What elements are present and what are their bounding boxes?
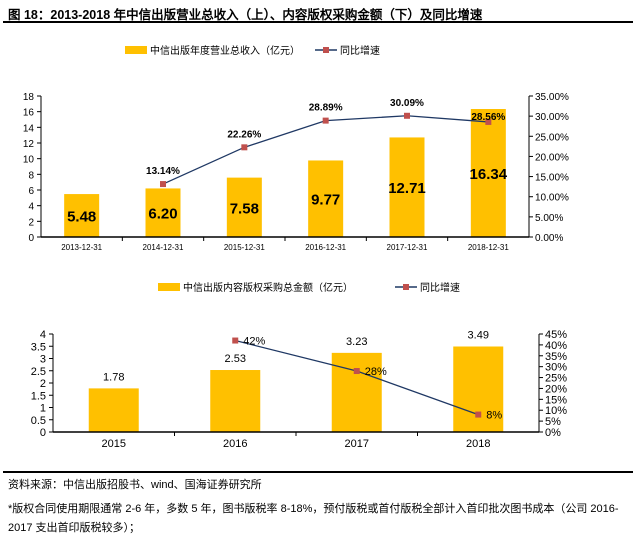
bar (453, 346, 504, 432)
category-label: 2016 (223, 438, 247, 450)
left-tick-label: 10 (23, 155, 35, 166)
category-label: 2016-12-31 (305, 243, 346, 252)
growth-marker (322, 117, 329, 124)
bar-value-label: 16.34 (470, 166, 508, 183)
left-tick-label: 4 (28, 202, 34, 213)
right-tick-label: 15% (545, 394, 567, 406)
bar (145, 188, 181, 237)
growth-value-label: 8% (486, 410, 502, 422)
left-tick-label: 2.5 (31, 366, 46, 378)
right-tick-label: 35% (545, 351, 567, 363)
bar-value-label: 3.23 (346, 336, 367, 348)
bar (226, 177, 262, 237)
category-label: 2018-12-31 (468, 243, 509, 252)
growth-marker (404, 112, 410, 119)
category-label: 2015 (102, 438, 126, 450)
bar-value-label: 7.58 (230, 200, 259, 217)
left-tick-label: 4 (40, 329, 46, 341)
category-label: 2017-12-31 (387, 243, 428, 252)
right-tick-label: 45% (545, 329, 567, 341)
category-label: 2014-12-31 (143, 243, 184, 252)
growth-value-label: 30.09% (390, 98, 424, 109)
legend-bar-label: 中信出版年度营业总收入（亿元） (150, 44, 300, 57)
left-tick-label: 6 (28, 186, 34, 197)
footer-divider (3, 471, 633, 473)
bar (64, 194, 100, 237)
bar (210, 370, 261, 432)
left-tick-label: 0 (28, 233, 34, 244)
bar-value-label: 9.77 (311, 192, 340, 209)
growth-value-label: 13.14% (146, 166, 180, 177)
right-tick-label: 5.00% (535, 213, 563, 224)
legend-bar-swatch (125, 46, 147, 54)
left-tick-label: 2 (40, 378, 46, 390)
source-text: 资料来源：中信出版招股书、wind、国海证券研究所 (8, 479, 262, 491)
category-label: 2018 (466, 438, 490, 450)
left-tick-label: 0 (40, 427, 46, 439)
right-tick-label: 25% (545, 373, 567, 385)
bar-value-label: 6.20 (148, 206, 177, 223)
left-tick-label: 8 (28, 170, 34, 181)
growth-marker (353, 368, 360, 375)
growth-value-label: 28.56% (471, 112, 505, 123)
bar (389, 137, 425, 237)
category-label: 2013-12-31 (61, 243, 102, 252)
legend-bar-swatch (158, 283, 180, 291)
bar (88, 388, 139, 432)
right-tick-label: 15.00% (535, 173, 569, 184)
charts: 中信出版年度营业总收入（亿元） 同比增速0246810121416180.00%5… (23, 44, 569, 450)
legend-line-marker (403, 284, 409, 290)
legend-line-label: 同比增速 (420, 281, 460, 294)
bar-value-label: 2.53 (225, 353, 246, 365)
right-tick-label: 5% (545, 416, 561, 428)
right-tick-label: 40% (545, 340, 567, 352)
left-tick-label: 14 (23, 123, 35, 134)
category-label: 2015-12-31 (224, 243, 265, 252)
right-tick-label: 30% (545, 362, 567, 374)
growth-marker (160, 181, 166, 188)
left-tick-label: 16 (23, 108, 35, 119)
bar (470, 109, 506, 237)
growth-value-label: 42% (243, 336, 265, 348)
right-tick-label: 35.00% (535, 92, 569, 103)
left-tick-label: 0.5 (31, 415, 46, 427)
right-tick-label: 0% (545, 427, 561, 439)
legend-bar-label: 中信出版内容版权采购总金额（亿元） (183, 281, 353, 294)
growth-marker (475, 411, 482, 418)
left-tick-label: 3 (40, 354, 46, 366)
right-tick-label: 20.00% (535, 152, 569, 163)
growth-marker (485, 118, 492, 125)
left-tick-label: 18 (23, 92, 35, 103)
right-tick-label: 10.00% (535, 193, 569, 204)
left-tick-label: 3.5 (31, 341, 46, 353)
bar (308, 160, 344, 237)
right-tick-label: 10% (545, 405, 567, 417)
bar-value-label: 3.49 (468, 329, 489, 341)
bar-value-label: 12.71 (388, 180, 426, 197)
title-divider (3, 21, 633, 23)
bar-value-label: 1.78 (103, 371, 124, 383)
right-tick-label: 30.00% (535, 112, 569, 123)
figure-title: 图 18：2013-2018 年中信出版营业总收入（上）、内容版权采购金额（下）… (8, 8, 483, 22)
left-tick-label: 1 (40, 403, 46, 415)
right-tick-label: 25.00% (535, 132, 569, 143)
legend-line-label: 同比增速 (340, 44, 380, 57)
footnote-text: *版权合同使用期限通常 2-6 年，多数 5 年，图书版税率 8-18%，预付版… (8, 503, 619, 534)
growth-value-label: 22.26% (227, 129, 261, 140)
right-tick-label: 0.00% (535, 233, 563, 244)
growth-value-label: 28% (365, 366, 387, 378)
legend-line-marker (323, 47, 329, 53)
growth-marker (232, 337, 239, 344)
left-tick-label: 1.5 (31, 390, 46, 402)
growth-marker (241, 144, 248, 151)
category-label: 2017 (345, 438, 369, 450)
bar (331, 352, 382, 432)
left-tick-label: 2 (28, 217, 34, 228)
bar-value-label: 5.48 (67, 209, 96, 226)
right-tick-label: 20% (545, 383, 567, 395)
growth-value-label: 28.89% (309, 103, 343, 114)
left-tick-label: 12 (23, 139, 35, 150)
